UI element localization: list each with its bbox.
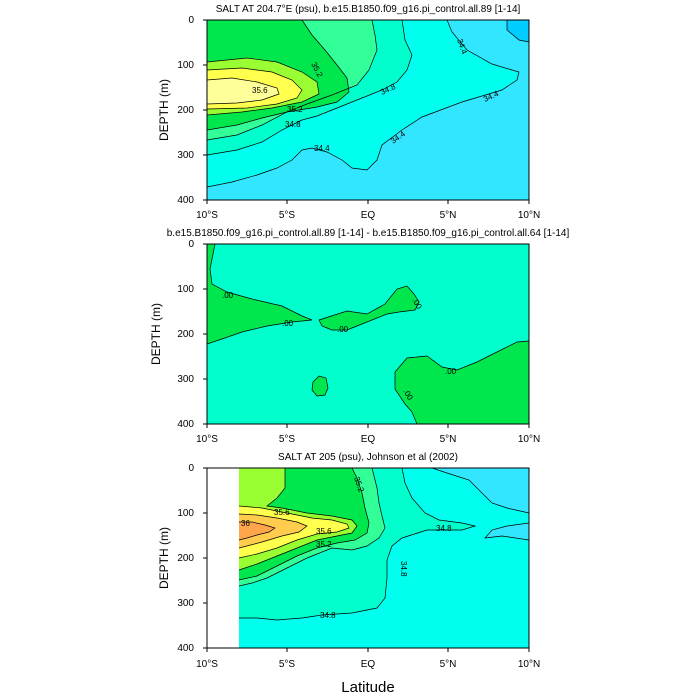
y-tick-label: 300: [177, 598, 194, 609]
contour-label: 35.6: [274, 508, 290, 517]
figure-xlabel: Latitude: [341, 679, 394, 696]
y-tick-label: 400: [177, 419, 194, 430]
no-data-region: [207, 468, 239, 648]
x-tick-label: EQ: [361, 659, 376, 670]
panel-2-title: b.e15.B1850.f09_g16.pi_control.all.89 [1…: [167, 228, 570, 239]
x-tick-label: EQ: [361, 210, 376, 221]
x-tick-label: 5°S: [279, 210, 296, 221]
y-tick-label: 200: [177, 553, 194, 564]
contour-label: 35.6: [252, 86, 268, 95]
fill-positive-west: [207, 244, 312, 344]
contour-lines: [238, 468, 529, 621]
fill-positive-small: [312, 376, 328, 396]
contour-label: 35.2: [287, 105, 303, 114]
panel-3-xticks: 10°S 5°S EQ 5°N 10°N: [196, 659, 540, 670]
panel-2-xticks: 10°S 5°S EQ 5°N 10°N: [196, 434, 540, 445]
fill-35.8: [207, 78, 279, 104]
panel-3-yticks: 0 100 200 300 400: [177, 463, 194, 654]
y-tick-label: 200: [177, 105, 194, 116]
contour-label: 35.2: [316, 540, 332, 549]
panel-1-yticks: 0 100 200 300 400: [177, 15, 194, 206]
x-tick-label: 5°S: [279, 659, 296, 670]
x-tick-label: 5°N: [440, 659, 457, 670]
x-tick-label: 10°S: [196, 659, 218, 670]
contour-label: 35.6: [316, 527, 332, 536]
contour-label: .00: [445, 367, 457, 376]
fill-34.4-east: [432, 468, 529, 513]
contour-label: .00: [282, 319, 294, 328]
y-tick-label: 100: [177, 508, 194, 519]
x-tick-label: 10°N: [518, 659, 540, 670]
fill-34.4-east-2: [485, 523, 529, 540]
contour-label: .00: [337, 325, 349, 334]
y-tick-label: 300: [177, 150, 194, 161]
y-tick-label: 100: [177, 60, 194, 71]
y-tick-label: 400: [177, 195, 194, 206]
fill-positive-center: [319, 286, 419, 330]
panel-3-ylabel: DEPTH (m): [157, 527, 171, 589]
y-tick-label: 400: [177, 643, 194, 654]
panel-1-xticks: 10°S 5°S EQ 5°N 10°N: [196, 210, 540, 221]
panel-3-tickmarks: [203, 467, 530, 652]
y-tick-label: 200: [177, 329, 194, 340]
x-tick-label: 10°N: [518, 210, 540, 221]
contour-lines: [207, 20, 529, 188]
y-tick-label: 0: [188, 463, 194, 474]
panel-3-plot: 35.2 35.6 36 35.6 35.2 34.8 34.8 34.8: [207, 468, 529, 648]
y-tick-label: 100: [177, 284, 194, 295]
x-tick-label: 10°S: [196, 210, 218, 221]
panel-2-ylabel: DEPTH (m): [149, 303, 163, 365]
y-tick-label: 300: [177, 374, 194, 385]
x-tick-label: EQ: [361, 434, 376, 445]
x-tick-label: 5°S: [279, 434, 296, 445]
panel-2: b.e15.B1850.f09_g16.pi_control.all.89 [1…: [149, 228, 569, 445]
panel-3: SALT AT 205 (psu), Johnson et al (2002): [157, 452, 540, 670]
y-tick-label: 0: [188, 239, 194, 250]
contour-label: 34.8: [320, 611, 336, 620]
panel-1-ylabel: DEPTH (m): [157, 79, 171, 141]
contour-label: 34.8: [436, 524, 452, 533]
fill-35.8: [239, 514, 307, 548]
panel-1-plot: 35.2 35.6 35.2 34.8 34.8 34.4 34.4 34.4 …: [207, 20, 529, 200]
contour-label: 34.8: [399, 561, 408, 577]
y-tick-label: 0: [188, 15, 194, 26]
panel-2-yticks: 0 100 200 300 400: [177, 239, 194, 430]
panel-1-tickmarks: [203, 19, 530, 204]
contour-lines: [207, 244, 529, 424]
contour-label: 36: [241, 519, 250, 528]
x-tick-label: 5°N: [440, 434, 457, 445]
fill-positive-east: [395, 341, 529, 424]
panel-2-tickmarks: [203, 243, 530, 428]
x-tick-label: 5°N: [440, 210, 457, 221]
fill-36.0: [239, 522, 275, 540]
panel-2-plot: .00 .00 .00 .00 .00 .00: [207, 244, 529, 424]
panel-1: SALT AT 204.7°E (psu), b.e15.B1850.f09_g…: [157, 4, 540, 221]
contour-label: 34.4: [314, 144, 330, 153]
panel-1-title: SALT AT 204.7°E (psu), b.e15.B1850.f09_g…: [216, 4, 521, 15]
panel-3-title: SALT AT 205 (psu), Johnson et al (2002): [278, 452, 458, 463]
x-tick-label: 10°N: [518, 434, 540, 445]
x-tick-label: 10°S: [196, 434, 218, 445]
contour-label: 34.8: [285, 120, 301, 129]
contour-label: .00: [222, 291, 234, 300]
fill-35.2-east: [507, 20, 529, 42]
